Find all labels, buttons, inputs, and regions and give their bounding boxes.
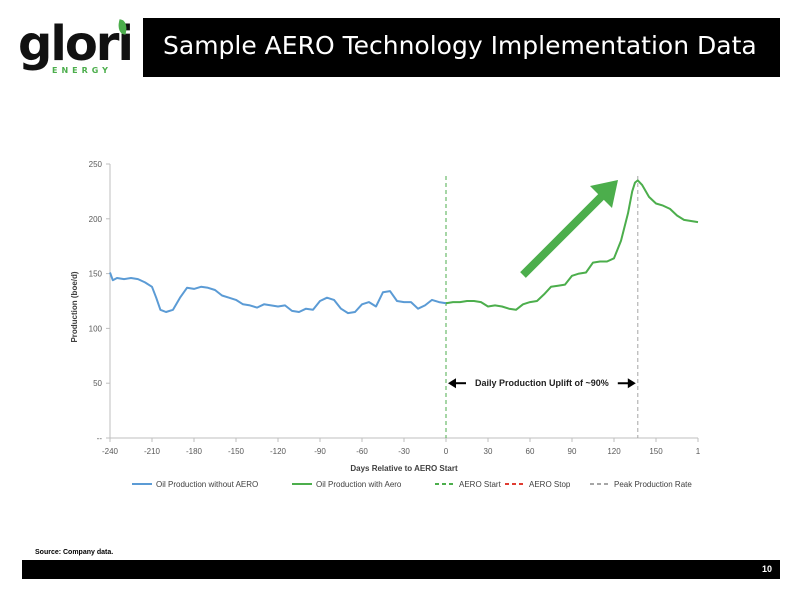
glori-energy-logo: glori ENERGY — [18, 18, 138, 78]
legend-aero-stop-label: AERO Stop — [529, 480, 571, 489]
title-bar: Sample AERO Technology Implementation Da… — [143, 18, 780, 77]
legend-oil-with-aero-label: Oil Production with Aero — [316, 480, 402, 489]
x-tick-label: 1 — [696, 447, 701, 456]
y-axis-label: Production (boe/d) — [70, 271, 79, 342]
legend-oil-without-aero-label: Oil Production without AERO — [156, 480, 258, 489]
y-tick-label: 250 — [89, 160, 103, 169]
y-tick-label: 50 — [93, 379, 102, 388]
x-tick-label: -120 — [270, 447, 287, 456]
page-number: 10 — [761, 564, 772, 574]
logo-subtext: ENERGY — [52, 66, 112, 75]
y-tick-label: 150 — [89, 270, 103, 279]
uplift-arrow-right-icon — [627, 378, 636, 389]
legend-peak-production-rate-label: Peak Production Rate — [614, 480, 692, 489]
uplift-trend-arrow-shaft — [520, 191, 607, 278]
slide-title: Sample AERO Technology Implementation Da… — [163, 31, 757, 60]
x-tick-label: -90 — [314, 447, 326, 456]
x-tick-label: 0 — [444, 447, 449, 456]
y-tick-label: 200 — [89, 215, 103, 224]
series-oil-without-aero — [109, 272, 447, 315]
legend-aero-start-label: AERO Start — [459, 480, 502, 489]
x-tick-label: 120 — [607, 447, 621, 456]
x-tick-label: -30 — [398, 447, 410, 456]
uplift-arrow-left-icon — [448, 378, 456, 389]
x-tick-label: -240 — [102, 447, 119, 456]
x-tick-label: 150 — [649, 447, 663, 456]
x-tick-label: -60 — [356, 447, 368, 456]
x-tick-label: -210 — [144, 447, 161, 456]
y-tick-label: -- — [97, 434, 103, 443]
logo-wordmark: glori — [18, 16, 134, 72]
x-tick-label: -150 — [228, 447, 245, 456]
production-chart: -- 50 100 150 200 250 -240 -210 -180 -150 -120 -90 -… — [70, 160, 701, 489]
uplift-trend-arrow-icon — [590, 180, 618, 208]
x-tick-label: 60 — [526, 447, 535, 456]
footer-bar: 10 — [22, 560, 780, 579]
x-axis-label: Days Relative to AERO Start — [350, 464, 458, 473]
x-tick-label: 30 — [484, 447, 493, 456]
series-oil-with-aero — [445, 179, 699, 311]
x-tick-label: -180 — [186, 447, 203, 456]
source-note: Source: Company data. — [35, 549, 114, 556]
uplift-annotation: Daily Production Uplift of ~90% — [475, 378, 609, 388]
y-tick-label: 100 — [89, 324, 103, 333]
x-tick-label: 90 — [568, 447, 577, 456]
